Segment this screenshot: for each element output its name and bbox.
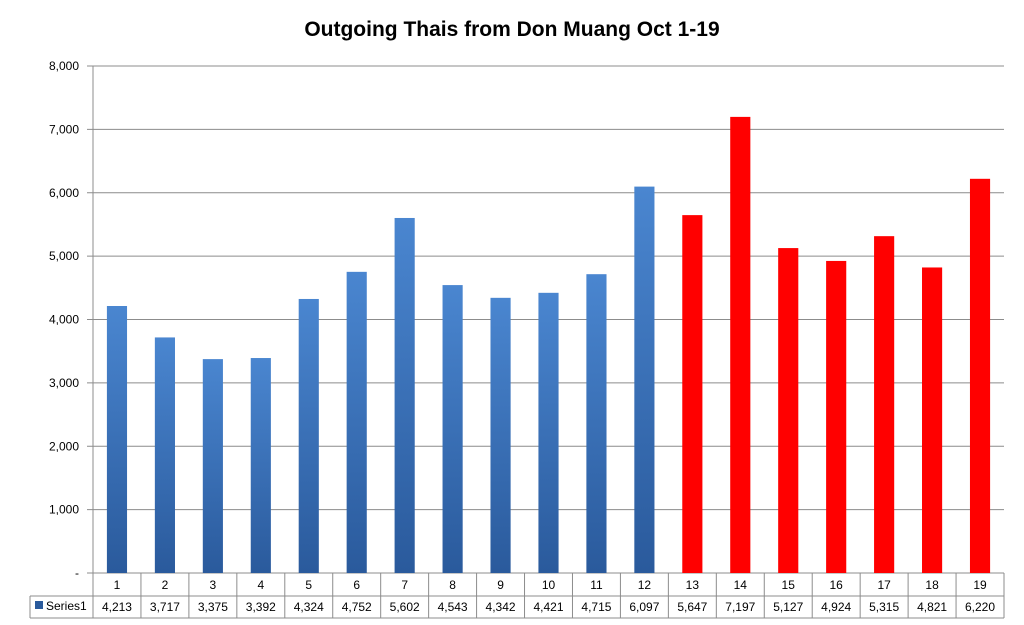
- bar: [874, 236, 895, 574]
- bar: [202, 359, 223, 573]
- bar: [586, 274, 607, 573]
- data-label: 4,543: [438, 600, 468, 614]
- data-label: 4,342: [486, 600, 516, 614]
- data-label: 4,821: [917, 600, 947, 614]
- bar: [298, 298, 319, 573]
- bar: [538, 292, 559, 573]
- bar: [969, 178, 991, 573]
- x-tick-label: 17: [877, 578, 891, 592]
- y-axis-ticks: - 1,000 2,000 3,000 4,000 5,000 6,000 7,000 8,00…: [49, 59, 79, 580]
- data-table: 1 4,213 2 3,717 3 3,375 4 3,392 5 4,324 6 4,752 7 5,6…: [29, 573, 1005, 619]
- x-tick-label: 1: [114, 578, 121, 592]
- x-tick-label: 14: [734, 578, 748, 592]
- x-tick-label: 7: [401, 578, 408, 592]
- x-tick-label: 8: [449, 578, 456, 592]
- bar: [778, 248, 799, 574]
- x-tick-label: 12: [638, 578, 652, 592]
- y-tick-label: 1,000: [49, 503, 79, 517]
- x-tick-label: 11: [590, 578, 603, 592]
- bar: [106, 306, 128, 573]
- bar: [634, 186, 655, 573]
- bar: [154, 337, 175, 573]
- bar: [250, 358, 271, 573]
- legend-label: Series1: [46, 599, 87, 613]
- data-label: 6,097: [629, 600, 659, 614]
- x-tick-label: 13: [686, 578, 700, 592]
- data-label: 4,421: [533, 600, 563, 614]
- y-tick-label: 5,000: [49, 249, 79, 263]
- y-tick-label: -: [75, 566, 79, 580]
- x-tick-label: 6: [353, 578, 360, 592]
- bar: [346, 271, 367, 573]
- y-tick-label: 8,000: [49, 59, 79, 73]
- y-tick-label: 7,000: [49, 122, 79, 136]
- x-tick-label: 4: [257, 578, 264, 592]
- bar: [730, 116, 751, 573]
- data-label: 6,220: [965, 600, 995, 614]
- x-tick-label: 15: [782, 578, 796, 592]
- x-tick-label: 16: [830, 578, 844, 592]
- data-label: 4,752: [342, 600, 372, 614]
- legend-swatch: [35, 601, 43, 609]
- data-label: 4,213: [102, 600, 132, 614]
- x-tick-label: 2: [162, 578, 169, 592]
- bar: [394, 217, 415, 573]
- data-label: 4,324: [294, 600, 324, 614]
- x-tick-label: 19: [973, 578, 987, 592]
- x-tick-label: 5: [305, 578, 312, 592]
- x-tick-label: 3: [210, 578, 217, 592]
- bar: [490, 297, 511, 573]
- bar: [682, 215, 703, 573]
- bars: [106, 116, 991, 574]
- data-label: 5,127: [773, 600, 803, 614]
- y-tick-label: 6,000: [49, 186, 79, 200]
- data-label: 5,602: [390, 600, 420, 614]
- data-label: 5,315: [869, 600, 899, 614]
- data-label: 5,647: [677, 600, 707, 614]
- data-label: 7,197: [725, 600, 755, 614]
- y-tick-label: 4,000: [49, 313, 79, 327]
- chart-title: Outgoing Thais from Don Muang Oct 1-19: [304, 18, 720, 41]
- data-label: 3,392: [246, 600, 276, 614]
- x-tick-label: 18: [925, 578, 939, 592]
- x-tick-label: 10: [542, 578, 556, 592]
- data-label: 4,715: [581, 600, 611, 614]
- y-tick-label: 3,000: [49, 376, 79, 390]
- data-label: 3,375: [198, 600, 228, 614]
- data-label: 4,924: [821, 600, 851, 614]
- y-tick-label: 2,000: [49, 439, 79, 453]
- data-label: 3,717: [150, 600, 180, 614]
- bar: [442, 285, 463, 573]
- bar: [826, 260, 847, 573]
- bar: [922, 267, 943, 573]
- x-tick-label: 9: [497, 578, 504, 592]
